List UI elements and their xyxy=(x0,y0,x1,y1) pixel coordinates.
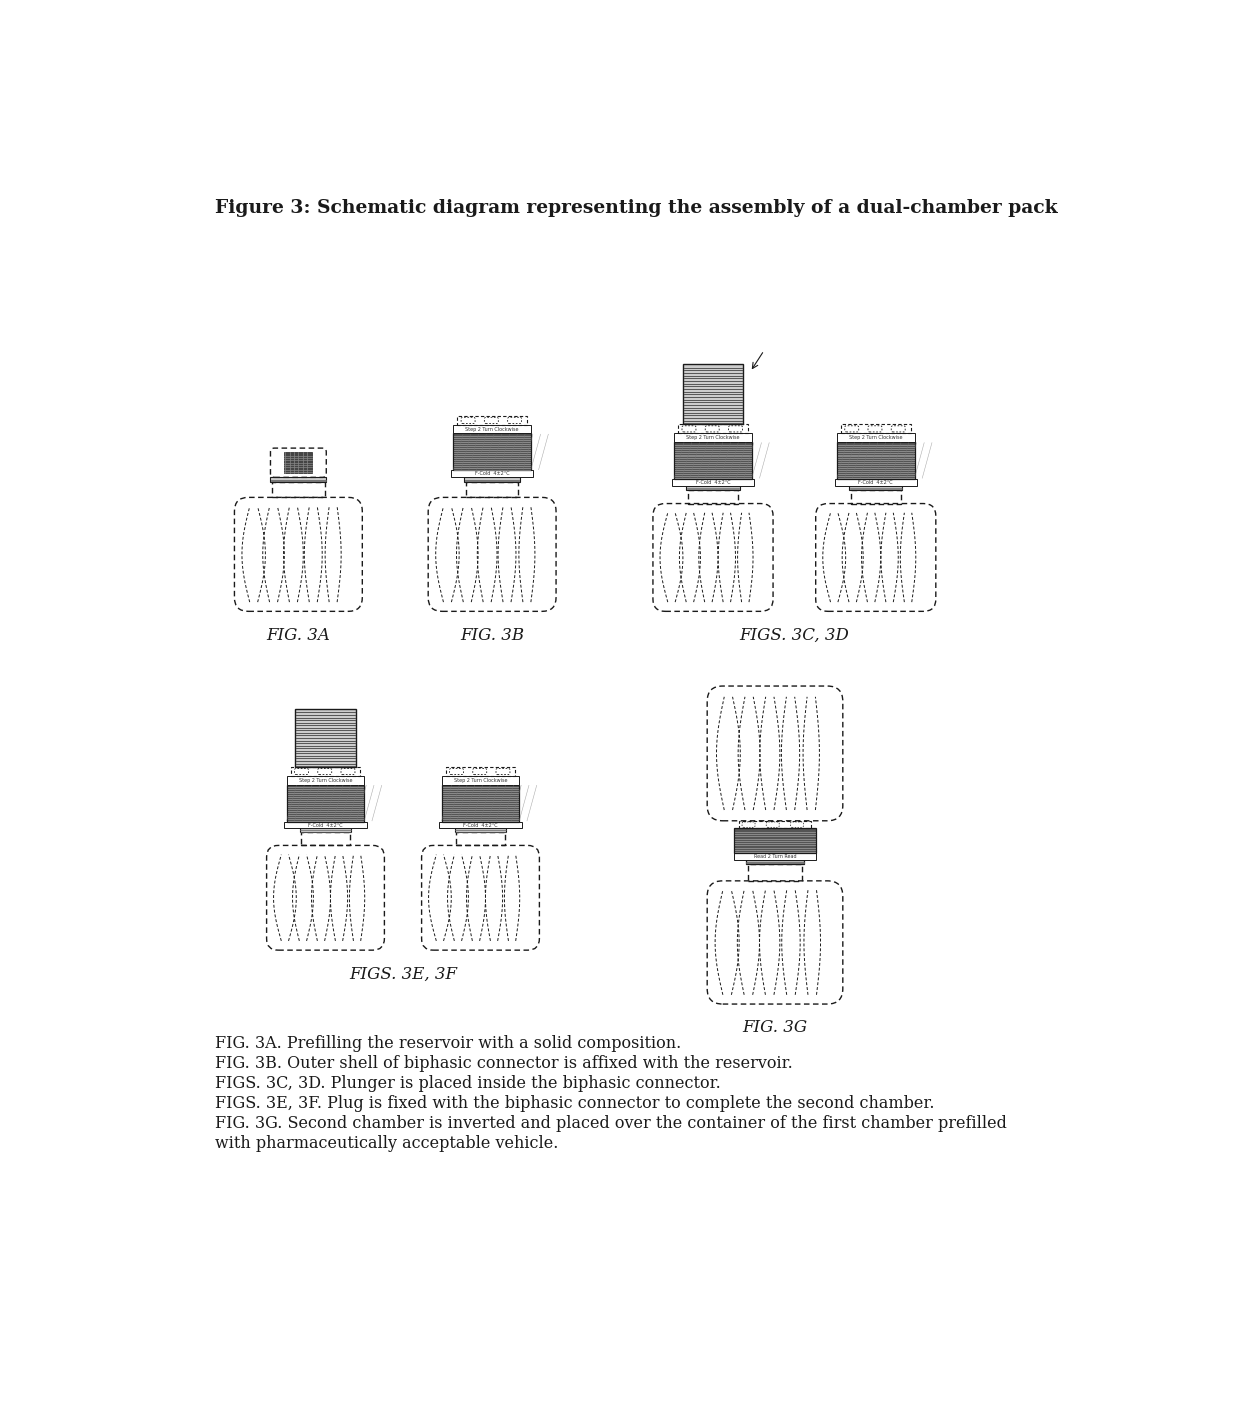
Text: FIGS. 3C, 3D. Plunger is placed inside the biphasic connector.: FIGS. 3C, 3D. Plunger is placed inside t… xyxy=(216,1075,722,1092)
Text: Step 2 Turn Clockwise: Step 2 Turn Clockwise xyxy=(849,436,903,440)
Bar xyxy=(284,822,367,829)
Bar xyxy=(290,767,361,776)
Bar xyxy=(295,710,356,767)
Bar xyxy=(272,482,325,497)
Text: Step 2 Turn Clockwise: Step 2 Turn Clockwise xyxy=(465,427,518,431)
Text: FIGS. 3E, 3F: FIGS. 3E, 3F xyxy=(348,965,458,982)
Text: Step 2 Turn Clockwise: Step 2 Turn Clockwise xyxy=(686,436,740,440)
Bar xyxy=(270,478,326,482)
Bar xyxy=(286,784,365,822)
Bar xyxy=(456,832,505,846)
Bar xyxy=(300,829,351,832)
Bar xyxy=(451,471,533,478)
Text: F-Cold  4±2°C: F-Cold 4±2°C xyxy=(464,822,497,828)
Text: Step 2 Turn Clockwise: Step 2 Turn Clockwise xyxy=(454,778,507,783)
Bar xyxy=(734,853,816,860)
Bar xyxy=(849,486,903,490)
Bar xyxy=(439,822,522,829)
Text: Read 2 Turn Read: Read 2 Turn Read xyxy=(754,854,796,858)
Text: Step 2 Turn Clockwise: Step 2 Turn Clockwise xyxy=(299,778,352,783)
Bar xyxy=(441,776,520,784)
Bar xyxy=(745,860,805,864)
Bar xyxy=(675,443,751,479)
Bar xyxy=(688,490,738,503)
Text: FIG. 3G. Second chamber is inverted and placed over the container of the first c: FIG. 3G. Second chamber is inverted and … xyxy=(216,1116,1007,1132)
Bar xyxy=(835,479,916,486)
Bar xyxy=(466,482,518,497)
Text: Figure 3: Schematic diagram representing the assembly of a dual-chamber pack: Figure 3: Schematic diagram representing… xyxy=(216,200,1058,218)
Bar xyxy=(851,490,901,503)
Bar xyxy=(454,434,531,471)
Text: FIG. 3B. Outer shell of biphasic connector is affixed with the reservoir.: FIG. 3B. Outer shell of biphasic connect… xyxy=(216,1055,794,1072)
Bar xyxy=(686,486,740,490)
Text: F-Cold  4±2°C: F-Cold 4±2°C xyxy=(475,472,510,476)
Text: with pharmaceutically acceptable vehicle.: with pharmaceutically acceptable vehicle… xyxy=(216,1135,559,1152)
Bar xyxy=(441,784,520,822)
Bar xyxy=(739,821,811,829)
Bar xyxy=(286,776,365,784)
Bar xyxy=(675,434,751,443)
Text: FIG. 3A. Prefilling the reservoir with a solid composition.: FIG. 3A. Prefilling the reservoir with a… xyxy=(216,1035,682,1052)
Bar xyxy=(837,434,915,443)
Bar xyxy=(458,416,527,424)
Text: F-Cold  4±2°C: F-Cold 4±2°C xyxy=(858,481,893,485)
Bar xyxy=(455,829,506,832)
Bar xyxy=(748,864,802,881)
Bar xyxy=(454,424,531,434)
Bar xyxy=(841,424,910,434)
Text: FIGS. 3E, 3F. Plug is fixed with the biphasic connector to complete the second c: FIGS. 3E, 3F. Plug is fixed with the bip… xyxy=(216,1094,935,1111)
Bar xyxy=(837,443,915,479)
Text: FIG. 3G: FIG. 3G xyxy=(743,1020,807,1037)
Text: F-Cold  4±2°C: F-Cold 4±2°C xyxy=(696,481,730,485)
Text: FIGS. 3C, 3D: FIGS. 3C, 3D xyxy=(739,627,849,643)
Bar xyxy=(672,479,754,486)
Bar xyxy=(464,478,520,482)
Bar xyxy=(678,424,748,434)
Bar xyxy=(284,452,312,473)
Bar xyxy=(445,767,516,776)
Text: FIG. 3A: FIG. 3A xyxy=(267,627,330,643)
Text: FIG. 3B: FIG. 3B xyxy=(460,627,525,643)
Text: F-Cold  4±2°C: F-Cold 4±2°C xyxy=(309,822,342,828)
Bar xyxy=(683,364,743,424)
Bar xyxy=(301,832,350,846)
Bar xyxy=(734,829,816,853)
